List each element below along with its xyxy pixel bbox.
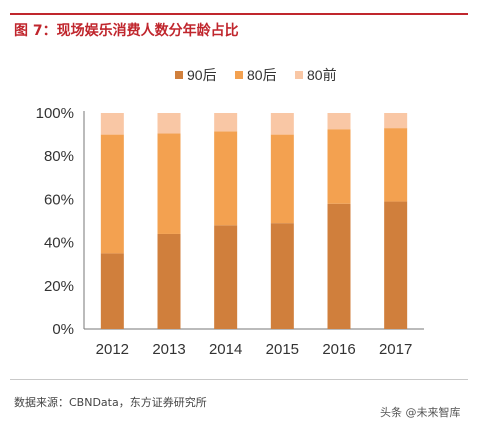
- footer-rule: [10, 379, 468, 380]
- y-tick-label: 20%: [44, 278, 74, 295]
- bar-segment-2017-80前: [384, 113, 408, 129]
- bar-segment-2017-90后: [384, 201, 408, 329]
- bar-segment-2015-80后: [270, 134, 294, 224]
- legend-swatch-80后: [235, 71, 243, 79]
- watermark: 头条 @未来智库: [380, 406, 461, 419]
- legend-label: 90后: [187, 67, 217, 83]
- y-tick-label: 60%: [44, 191, 74, 208]
- legend-swatch-80前: [295, 71, 303, 79]
- bar-segment-2015-80前: [270, 113, 294, 135]
- x-tick-label: 2015: [266, 341, 299, 358]
- bar-segment-2013-80后: [157, 133, 181, 234]
- x-tick-label: 2014: [209, 341, 242, 358]
- bar-segment-2014-80后: [214, 131, 238, 226]
- title-rule: [10, 13, 468, 15]
- bar-segment-2012-90后: [100, 253, 124, 329]
- x-tick-label: 2012: [96, 341, 129, 358]
- bar-segment-2016-90后: [327, 203, 351, 329]
- bar-segment-2015-90后: [270, 223, 294, 329]
- legend-label: 80后: [247, 67, 277, 83]
- y-tick-label: 0%: [52, 321, 74, 338]
- x-tick-label: 2017: [379, 341, 412, 358]
- bar-segment-2017-80后: [384, 128, 408, 202]
- bar-segment-2013-80前: [157, 113, 181, 134]
- bar-segment-2014-90后: [214, 225, 238, 329]
- figure-title: 图 7：现场娱乐消费人数分年龄占比: [14, 23, 239, 39]
- legend-label: 80前: [307, 67, 337, 83]
- bar-segment-2016-80前: [327, 113, 351, 130]
- x-tick-label: 2013: [152, 341, 185, 358]
- data-source-note: 数据来源：CBNData，东方证券研究所: [14, 396, 207, 409]
- legend-swatch-90后: [175, 71, 183, 79]
- bar-segment-2012-80后: [100, 134, 124, 254]
- x-tick-label: 2016: [322, 341, 355, 358]
- y-tick-label: 80%: [44, 148, 74, 165]
- y-tick-label: 100%: [36, 105, 74, 122]
- bar-segment-2016-80后: [327, 129, 351, 204]
- bar-segment-2013-90后: [157, 233, 181, 329]
- bar-segment-2012-80前: [100, 113, 124, 135]
- bar-segment-2014-80前: [214, 113, 238, 132]
- stacked-bar-chart: 0% 20% 40% 60% 80% 100% 2012 2013 2014 2015 2016 20…: [36, 67, 424, 358]
- y-tick-label: 40%: [44, 235, 74, 252]
